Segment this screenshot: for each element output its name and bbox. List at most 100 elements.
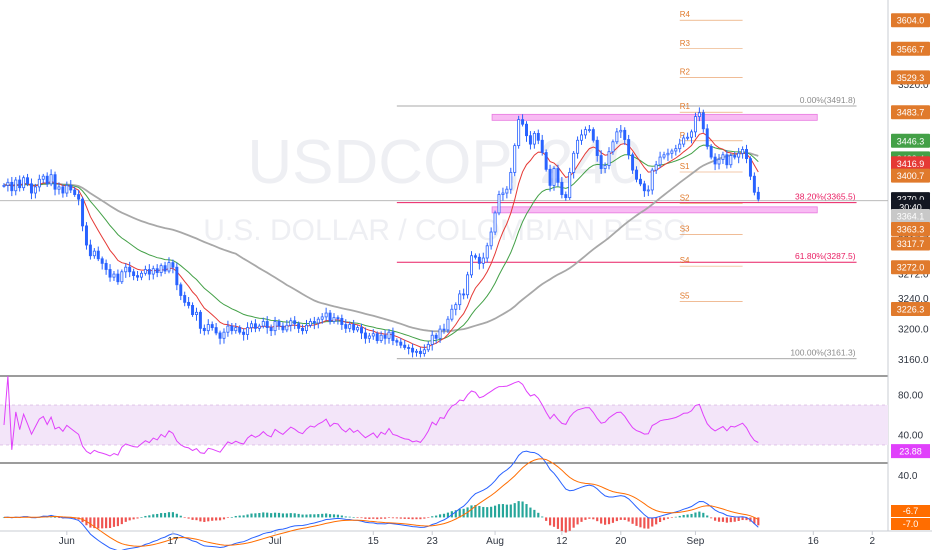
macd-histogram-bar (647, 517, 650, 529)
price-tag-label: 3370.0 (897, 195, 925, 205)
time-tick-label: 12 (556, 536, 568, 547)
candle-body (214, 327, 218, 334)
macd-histogram-bar (556, 517, 560, 529)
macd-histogram-bar (238, 515, 241, 518)
macd-histogram-bar (710, 517, 713, 519)
candle-body (438, 328, 442, 339)
macd-histogram-bar (706, 515, 709, 518)
macd-histogram-bar (435, 515, 438, 518)
macd-histogram-bar (529, 507, 532, 518)
price-tick-label: 3240.0 (898, 294, 929, 305)
candle-body (206, 324, 210, 332)
candle-body (73, 189, 77, 195)
macd-histogram-bar (368, 517, 371, 520)
channel-lower (491, 206, 818, 214)
candle-body (375, 333, 379, 341)
macd-histogram-bar (753, 517, 756, 524)
price-panel[interactable]: 0.00%(3491.8) 38.20%(3365.5) 61.80%(3287.5… (0, 10, 888, 360)
candle-body (418, 350, 422, 354)
macd-histogram-bar (702, 512, 705, 518)
pivot-label: P (680, 131, 685, 140)
price-tag-label: 3446.3 (897, 136, 925, 146)
macd-histogram-bar (132, 517, 135, 520)
candle-body (124, 266, 128, 273)
candle-body (242, 331, 246, 335)
candle-body (183, 295, 187, 303)
candle-body (324, 312, 328, 318)
price-tag-label: 3604.0 (897, 16, 925, 26)
candle-body (729, 155, 733, 166)
candle-body (737, 152, 741, 158)
price-tag-label: 3317.7 (897, 239, 925, 249)
macd-histogram-bar (655, 517, 658, 525)
price-tag-label: 3400.7 (897, 171, 925, 181)
candle-body (179, 284, 183, 296)
macd-histogram-bar (482, 506, 485, 518)
macd-histogram-bar (399, 517, 402, 519)
candle-body (281, 325, 285, 331)
macd-tag-label: -6.7 (903, 506, 919, 516)
candle-body (312, 321, 316, 324)
candle-body (391, 331, 395, 341)
macd-histogram-bar (395, 517, 398, 519)
candle-body (238, 327, 242, 333)
axes: 3604.03566.73529.33520.03483.73446.33423… (59, 13, 930, 547)
candle-body (92, 250, 96, 257)
candle-body (246, 327, 250, 335)
candle-body (619, 129, 623, 133)
rsi-panel[interactable] (0, 375, 888, 457)
macd-histogram-bar (639, 517, 642, 528)
macd-histogram-bar (234, 515, 237, 518)
macd-histogram-bar (486, 507, 489, 518)
macd-tick-label: 40.0 (898, 471, 918, 482)
macd-histogram-bar (289, 513, 292, 518)
candle-body (320, 316, 324, 320)
macd-histogram-bar (325, 513, 328, 518)
candle-body (155, 268, 159, 273)
time-tick-label: 2 (869, 536, 875, 547)
candle-body (53, 174, 57, 190)
macd-histogram-bar (112, 517, 116, 527)
candle-body (230, 325, 234, 332)
candle-body (257, 325, 261, 329)
macd-histogram-bar (521, 501, 524, 518)
macd-histogram-bar (607, 517, 611, 525)
candle-body (485, 245, 489, 259)
candle-body (285, 324, 289, 331)
macd-histogram-bar (199, 517, 202, 522)
macd-histogram-bar (160, 513, 163, 518)
macd-panel[interactable] (2, 450, 760, 550)
macd-histogram-bar (674, 516, 677, 518)
macd-histogram-bar (293, 513, 296, 518)
macd-histogram-bar (603, 517, 607, 525)
candle-body (509, 171, 513, 190)
candle-body (128, 266, 132, 273)
price-tag-bg (891, 13, 930, 28)
candle-body (544, 152, 548, 170)
macd-histogram-bar (458, 509, 461, 518)
price-tag-bg (891, 302, 930, 317)
candle-body (49, 174, 53, 185)
candle-body (697, 112, 701, 117)
macd-histogram-bar (376, 517, 379, 520)
candle-body (450, 308, 454, 320)
candle-body (752, 175, 756, 193)
candle-body (379, 334, 383, 341)
candle-body (261, 321, 265, 327)
macd-histogram-bar (93, 517, 96, 529)
macd-histogram-bar (690, 513, 693, 518)
candle-body (756, 191, 760, 200)
candle-body (615, 131, 619, 143)
candle-body (430, 334, 434, 345)
macd-histogram-bar (387, 517, 391, 519)
time-tick-label: 20 (615, 536, 627, 547)
candle-body (395, 340, 399, 343)
macd-histogram-bar (682, 514, 685, 518)
time-tick-label: 16 (808, 536, 820, 547)
candle-body (462, 293, 466, 296)
macd-histogram-bar (277, 512, 281, 518)
macd-histogram-bar (281, 513, 285, 518)
macd-histogram-bar (258, 512, 261, 518)
macd-histogram-bar (211, 517, 214, 521)
